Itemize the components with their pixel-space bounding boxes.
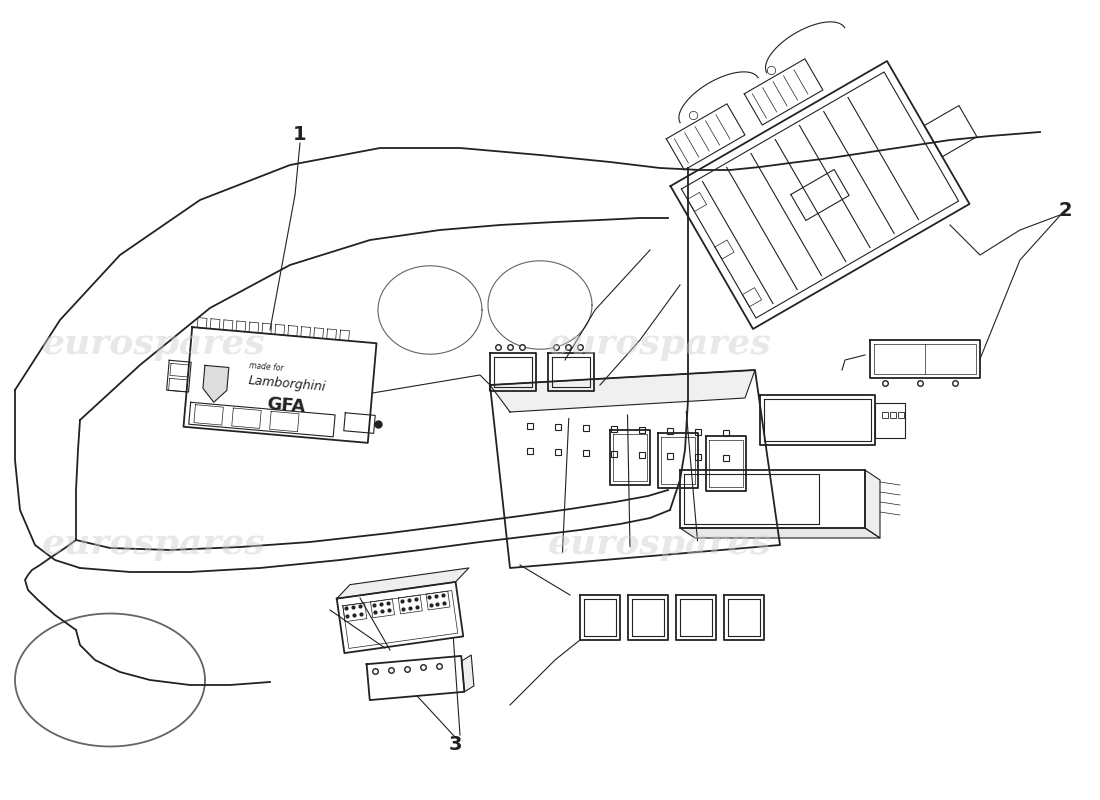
Text: GFA: GFA [265,395,306,417]
Text: eurospares: eurospares [548,327,772,361]
Text: 3: 3 [449,735,462,754]
Text: eurospares: eurospares [42,327,266,361]
Polygon shape [337,568,469,598]
Polygon shape [202,366,229,402]
Text: made for: made for [249,362,284,374]
Text: eurospares: eurospares [42,527,266,561]
Text: 2: 2 [1058,201,1071,219]
Polygon shape [490,370,755,412]
Text: 1: 1 [294,126,307,145]
Polygon shape [462,655,474,692]
Polygon shape [680,528,880,538]
Text: eurospares: eurospares [548,527,772,561]
Text: Lamborghini: Lamborghini [248,374,327,394]
Polygon shape [865,470,880,538]
